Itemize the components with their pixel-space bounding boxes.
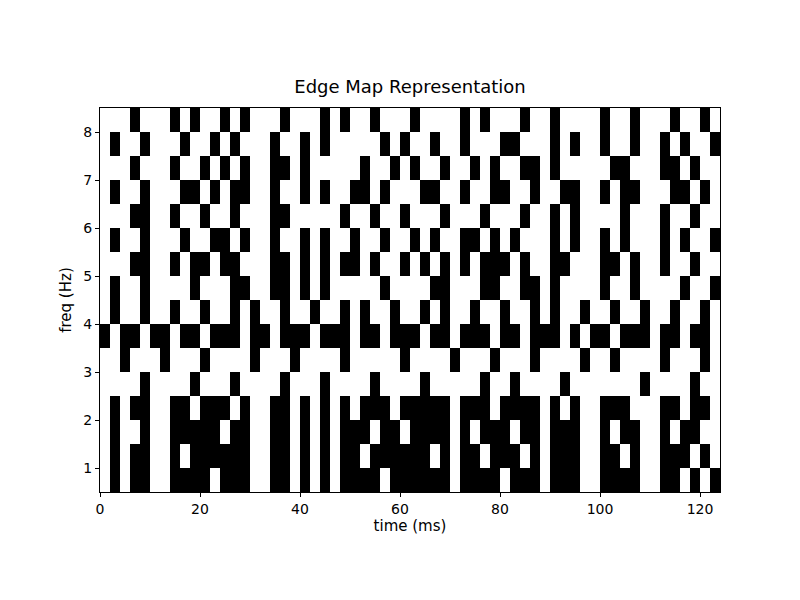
svg-text:8: 8 (83, 124, 92, 140)
svg-text:60: 60 (391, 501, 409, 517)
svg-text:100: 100 (587, 501, 614, 517)
svg-text:6: 6 (83, 220, 92, 236)
svg-text:Edge Map Representation: Edge Map Representation (294, 76, 525, 97)
svg-text:time (ms): time (ms) (374, 517, 447, 535)
svg-text:20: 20 (191, 501, 209, 517)
svg-text:2: 2 (83, 412, 92, 428)
svg-text:40: 40 (291, 501, 309, 517)
svg-text:7: 7 (83, 172, 92, 188)
svg-text:4: 4 (83, 316, 92, 332)
svg-text:3: 3 (83, 364, 92, 380)
svg-text:5: 5 (83, 268, 92, 284)
svg-text:80: 80 (491, 501, 509, 517)
svg-text:0: 0 (96, 501, 105, 517)
svg-text:1: 1 (83, 460, 92, 476)
svg-text:120: 120 (687, 501, 714, 517)
svg-text:freq (Hz): freq (Hz) (57, 267, 75, 333)
